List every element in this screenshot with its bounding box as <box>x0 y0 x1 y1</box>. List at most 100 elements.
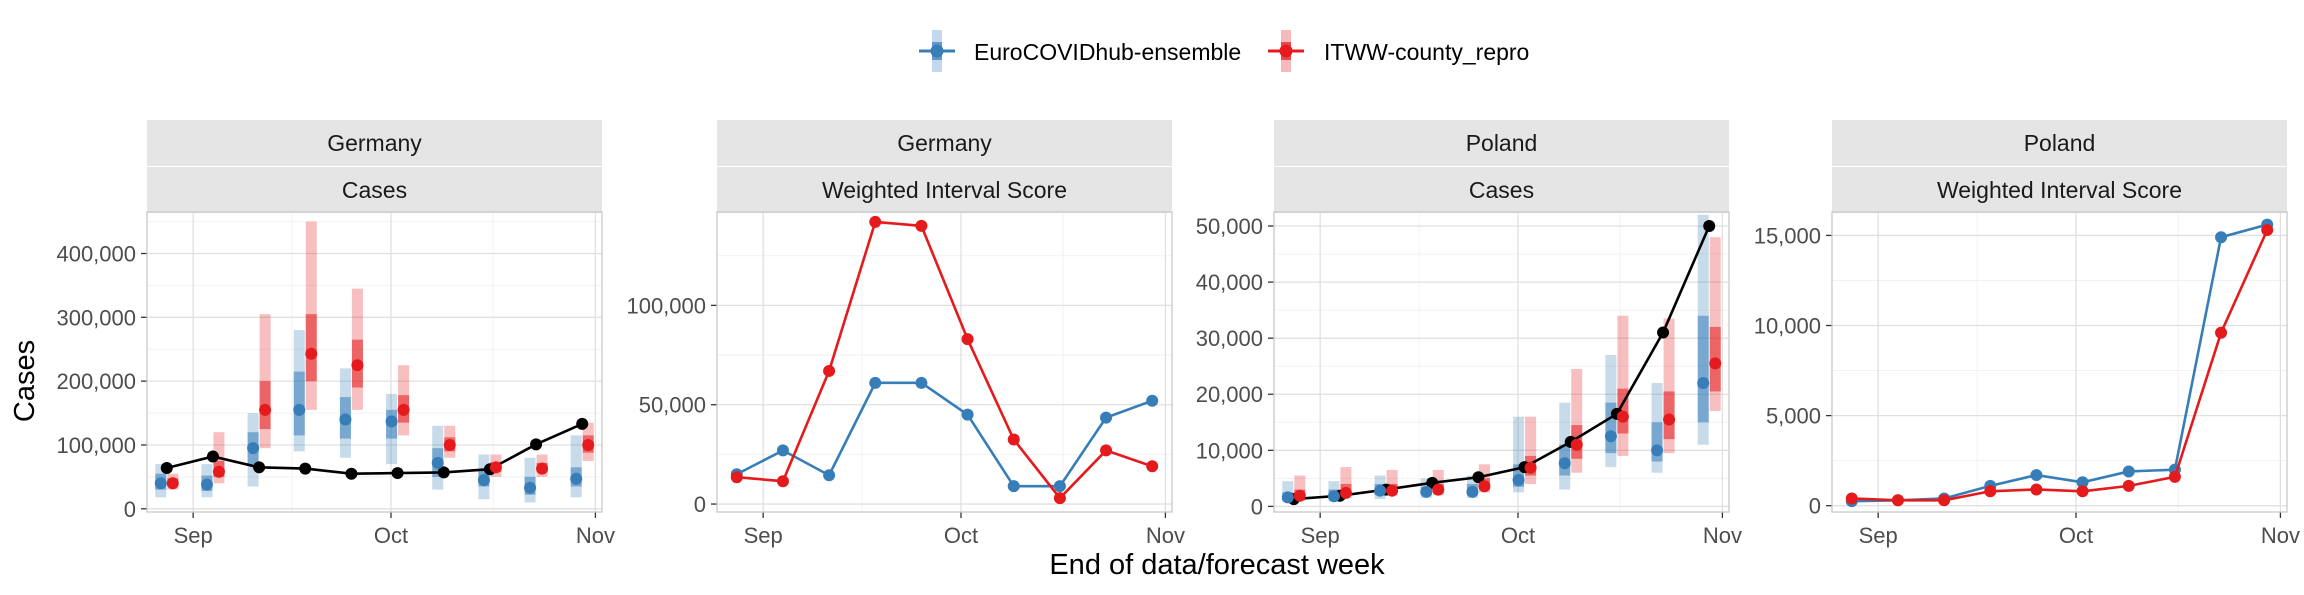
forecast-band-50-ensemble <box>1651 422 1663 462</box>
facet-strip-location: Poland <box>1466 130 1538 156</box>
legend-label-ensemble: EuroCOVIDhub-ensemble <box>974 39 1241 65</box>
forecast-median-itww <box>1570 438 1583 451</box>
score-point-ensemble <box>776 444 789 457</box>
score-point-ensemble <box>1146 394 1159 407</box>
score-point-itww <box>730 471 743 484</box>
observed-point <box>1472 471 1485 484</box>
observed-point <box>253 461 266 474</box>
forecast-band-90-itww <box>1294 475 1306 501</box>
score-line-ensemble <box>736 381 1153 488</box>
panel-border <box>1831 211 2288 513</box>
forecast-median-itww <box>1432 483 1445 496</box>
forecast-median-itww <box>1339 486 1352 499</box>
forecast-median-ensemble <box>1558 457 1571 470</box>
forecast-median-ensemble <box>385 415 398 428</box>
forecast-median-itww <box>305 347 318 360</box>
observed-point <box>299 462 312 475</box>
forecast-median-ensemble <box>1604 430 1617 443</box>
score-point-ensemble <box>869 376 882 389</box>
forecast-median-itww <box>1478 480 1491 493</box>
observed-point <box>391 467 404 480</box>
forecast-median-itww <box>212 465 225 478</box>
x-tick-label: Sep <box>744 523 783 548</box>
observed-line <box>1293 225 1711 501</box>
legend: EuroCOVIDhub-ensemble ITWW-county_repro <box>919 30 1529 72</box>
forecast-median-itww <box>397 403 410 416</box>
y-tick-label: 10,000 <box>1196 438 1263 463</box>
panel-border <box>1273 211 1730 513</box>
observed-point <box>437 466 450 479</box>
facet-strip-bg <box>1832 120 2287 166</box>
score-point-itww <box>2030 483 2043 496</box>
score-line-itww <box>1851 229 2269 502</box>
forecast-median-itww <box>443 438 456 451</box>
score-point-itww <box>1007 433 1020 446</box>
facet-strip-target: Cases <box>342 177 407 203</box>
score-point-ensemble <box>823 469 836 482</box>
y-axis-title: Cases <box>9 340 41 422</box>
observed-point <box>530 438 543 451</box>
forecast-band-90-itww <box>1709 237 1721 412</box>
score-point-itww <box>961 333 974 346</box>
forecast-median-ensemble <box>1420 485 1433 498</box>
score-point-itww <box>869 215 882 228</box>
facet-strip-bg <box>1274 167 1729 213</box>
forecast-median-ensemble <box>247 442 260 455</box>
facet-strip-location: Poland <box>2024 130 2096 156</box>
score-line-itww <box>736 220 1153 501</box>
y-tick-label: 0 <box>1809 494 1821 519</box>
x-axis-title: End of data/forecast week <box>1049 549 1385 581</box>
y-tick-label: 0 <box>694 492 706 517</box>
observed-point <box>160 461 173 474</box>
forecast-band-90-itww <box>1617 315 1629 456</box>
forecast-median-ensemble <box>570 472 583 485</box>
observed-point <box>576 417 589 430</box>
forecast-median-itww <box>1293 489 1306 502</box>
score-point-itww <box>1938 494 1951 507</box>
forecast-median-ensemble <box>293 403 306 416</box>
score-point-itww <box>1053 492 1066 505</box>
legend-key-itww-point <box>1279 44 1293 58</box>
observed-point <box>345 467 358 480</box>
facet-strip-target: Weighted Interval Score <box>1937 177 2182 203</box>
panel-4: Poland Weighted Interval Score 0 5,000 10,00… <box>1754 120 2300 548</box>
forecast-median-itww <box>1386 484 1399 497</box>
y-tick-label: 0 <box>1251 494 1263 519</box>
score-point-itww <box>2076 485 2089 498</box>
score-point-ensemble <box>2122 465 2135 478</box>
facet-strip-location: Germany <box>327 130 422 156</box>
x-tick-label: Sep <box>174 523 213 548</box>
x-tick-label: Nov <box>2261 523 2300 548</box>
facet-strip-bg <box>717 167 1172 213</box>
x-tick-label: Sep <box>1859 523 1898 548</box>
forecast-band-90-itww <box>1663 318 1675 454</box>
forecast-median-ensemble <box>1697 377 1710 390</box>
score-point-itww <box>915 219 928 232</box>
y-tick-label: 100,000 <box>56 433 136 458</box>
facet-strip-bg <box>717 120 1172 166</box>
facet-strip-bg <box>147 120 602 166</box>
forecast-median-ensemble <box>524 481 537 494</box>
score-point-itww <box>1891 494 1904 507</box>
y-tick-label: 10,000 <box>1754 314 1821 339</box>
x-tick-label: Oct <box>944 523 978 548</box>
forecast-median-itww <box>259 403 272 416</box>
panel-1: Germany Cases 0 100,000 200,000 300,000 400,00… <box>56 120 615 548</box>
y-tick-label: 300,000 <box>56 305 136 330</box>
y-tick-label: 20,000 <box>1196 382 1263 407</box>
observed-point <box>206 450 219 463</box>
y-tick-label: 0 <box>124 497 136 522</box>
y-tick-label: 5,000 <box>1766 404 1821 429</box>
forecast-median-itww <box>166 477 179 490</box>
observed-point <box>1657 326 1670 339</box>
x-tick-label: Nov <box>1703 523 1742 548</box>
forecast-band-90-ensemble <box>1513 416 1525 493</box>
observed-point <box>1703 220 1716 233</box>
score-point-ensemble <box>1100 411 1113 424</box>
forecast-band-90-itww <box>1525 416 1537 484</box>
x-tick-label: Oct <box>1501 523 1535 548</box>
forecast-band-90-itww <box>1386 469 1398 496</box>
score-point-ensemble <box>961 408 974 421</box>
legend-label-itww: ITWW-county_repro <box>1324 39 1529 65</box>
